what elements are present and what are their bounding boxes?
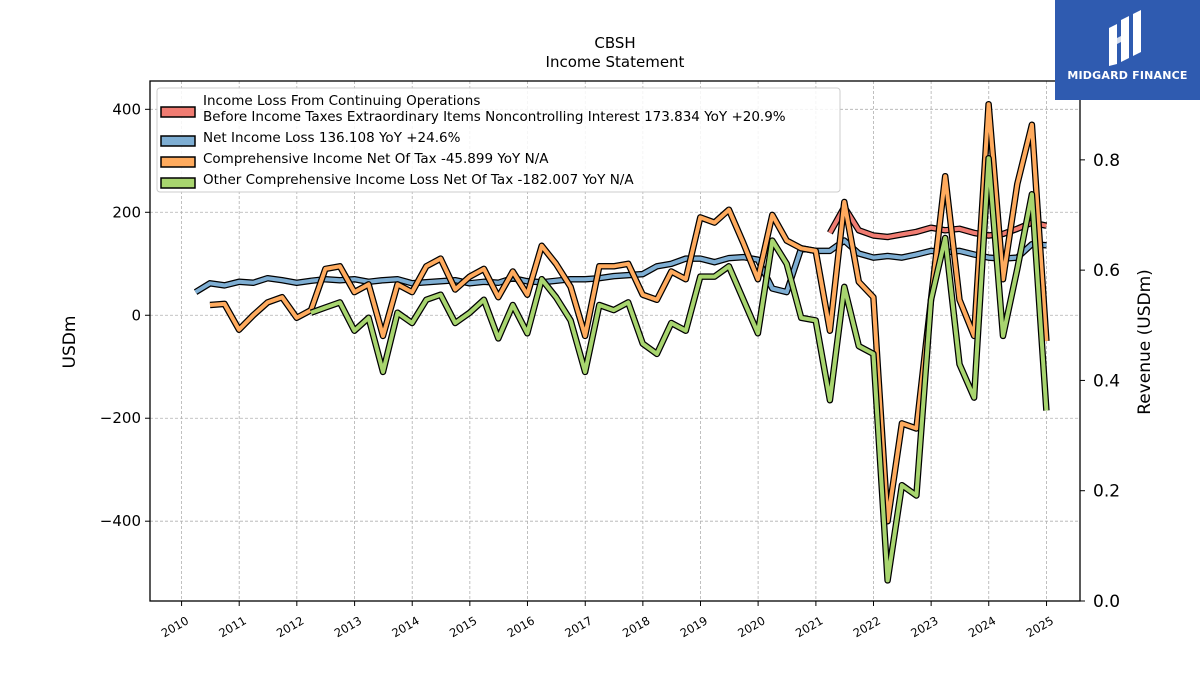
y-tick-label: −200 (100, 409, 141, 427)
x-tick-label: 2012 (274, 613, 306, 640)
legend-box (156, 87, 841, 193)
y-right-tick-label: 0.4 (1093, 371, 1120, 391)
legend-swatch-3 (160, 177, 196, 189)
legend-label-0: Income Loss From Continuing Operations (203, 93, 480, 109)
midgard-logo-icon (1109, 10, 1141, 66)
x-tick-label: 2010 (159, 613, 191, 640)
x-tick-label: 2018 (620, 613, 652, 640)
x-tick-label: 2015 (447, 613, 479, 640)
legend-label-3: Other Comprehensive Income Loss Net Of T… (203, 172, 634, 188)
chart-subtitle: Income Statement (546, 53, 685, 71)
x-tick-label: 2011 (216, 613, 248, 640)
plot-frame (149, 80, 1081, 602)
series-line-3 (310, 156, 1049, 583)
y-right-tick-label: 0.8 (1093, 151, 1120, 171)
legend-swatch-1 (160, 135, 196, 147)
legend-label-0: Before Income Taxes Extraordinary Items … (203, 109, 786, 125)
x-tick-label: 2016 (505, 613, 537, 640)
brand-logo: MIDGARD FINANCE (1055, 0, 1200, 100)
series-lines (193, 100, 1050, 584)
x-tick-label: 2017 (562, 613, 594, 640)
legend-swatch-2 (160, 156, 196, 168)
series-line-1 (194, 238, 1047, 295)
y-right-tick-label: 0.2 (1093, 482, 1120, 502)
x-tick-label: 2014 (389, 613, 421, 640)
chart-title: CBSH (594, 34, 635, 52)
legend-swatch-0 (160, 106, 196, 118)
series-outline-3 (309, 154, 1050, 584)
x-tick-label: 2025 (1024, 613, 1056, 640)
series-line-2 (209, 102, 1049, 524)
y-tick-label: 0 (131, 306, 141, 324)
y-right-tick-label: 0.0 (1093, 592, 1120, 612)
y-right-tick-label: 0.6 (1093, 261, 1120, 281)
x-tick-label: 2019 (678, 613, 710, 640)
brand-name: MIDGARD FINANCE (1067, 69, 1188, 82)
x-tick-label: 2023 (908, 613, 940, 640)
y-axis-label-right: Revenue (USDm) (1135, 269, 1155, 415)
legend-label-2: Comprehensive Income Net Of Tax -45.899 … (203, 151, 549, 167)
y-axis-label-left: USDm (60, 316, 80, 369)
y-tick-label: 200 (112, 203, 141, 221)
x-tick-label: 2022 (851, 613, 883, 640)
y-tick-label: 400 (112, 100, 141, 118)
y-tick-label: −400 (100, 512, 141, 530)
x-tick-label: 2024 (966, 613, 998, 640)
x-tick-label: 2021 (793, 613, 825, 640)
legend-label-1: Net Income Loss 136.108 YoY +24.6% (203, 130, 461, 146)
x-tick-label: 2013 (332, 613, 364, 640)
legend: Income Loss From Continuing OperationsBe… (156, 87, 841, 193)
x-tick-label: 2020 (735, 613, 767, 640)
